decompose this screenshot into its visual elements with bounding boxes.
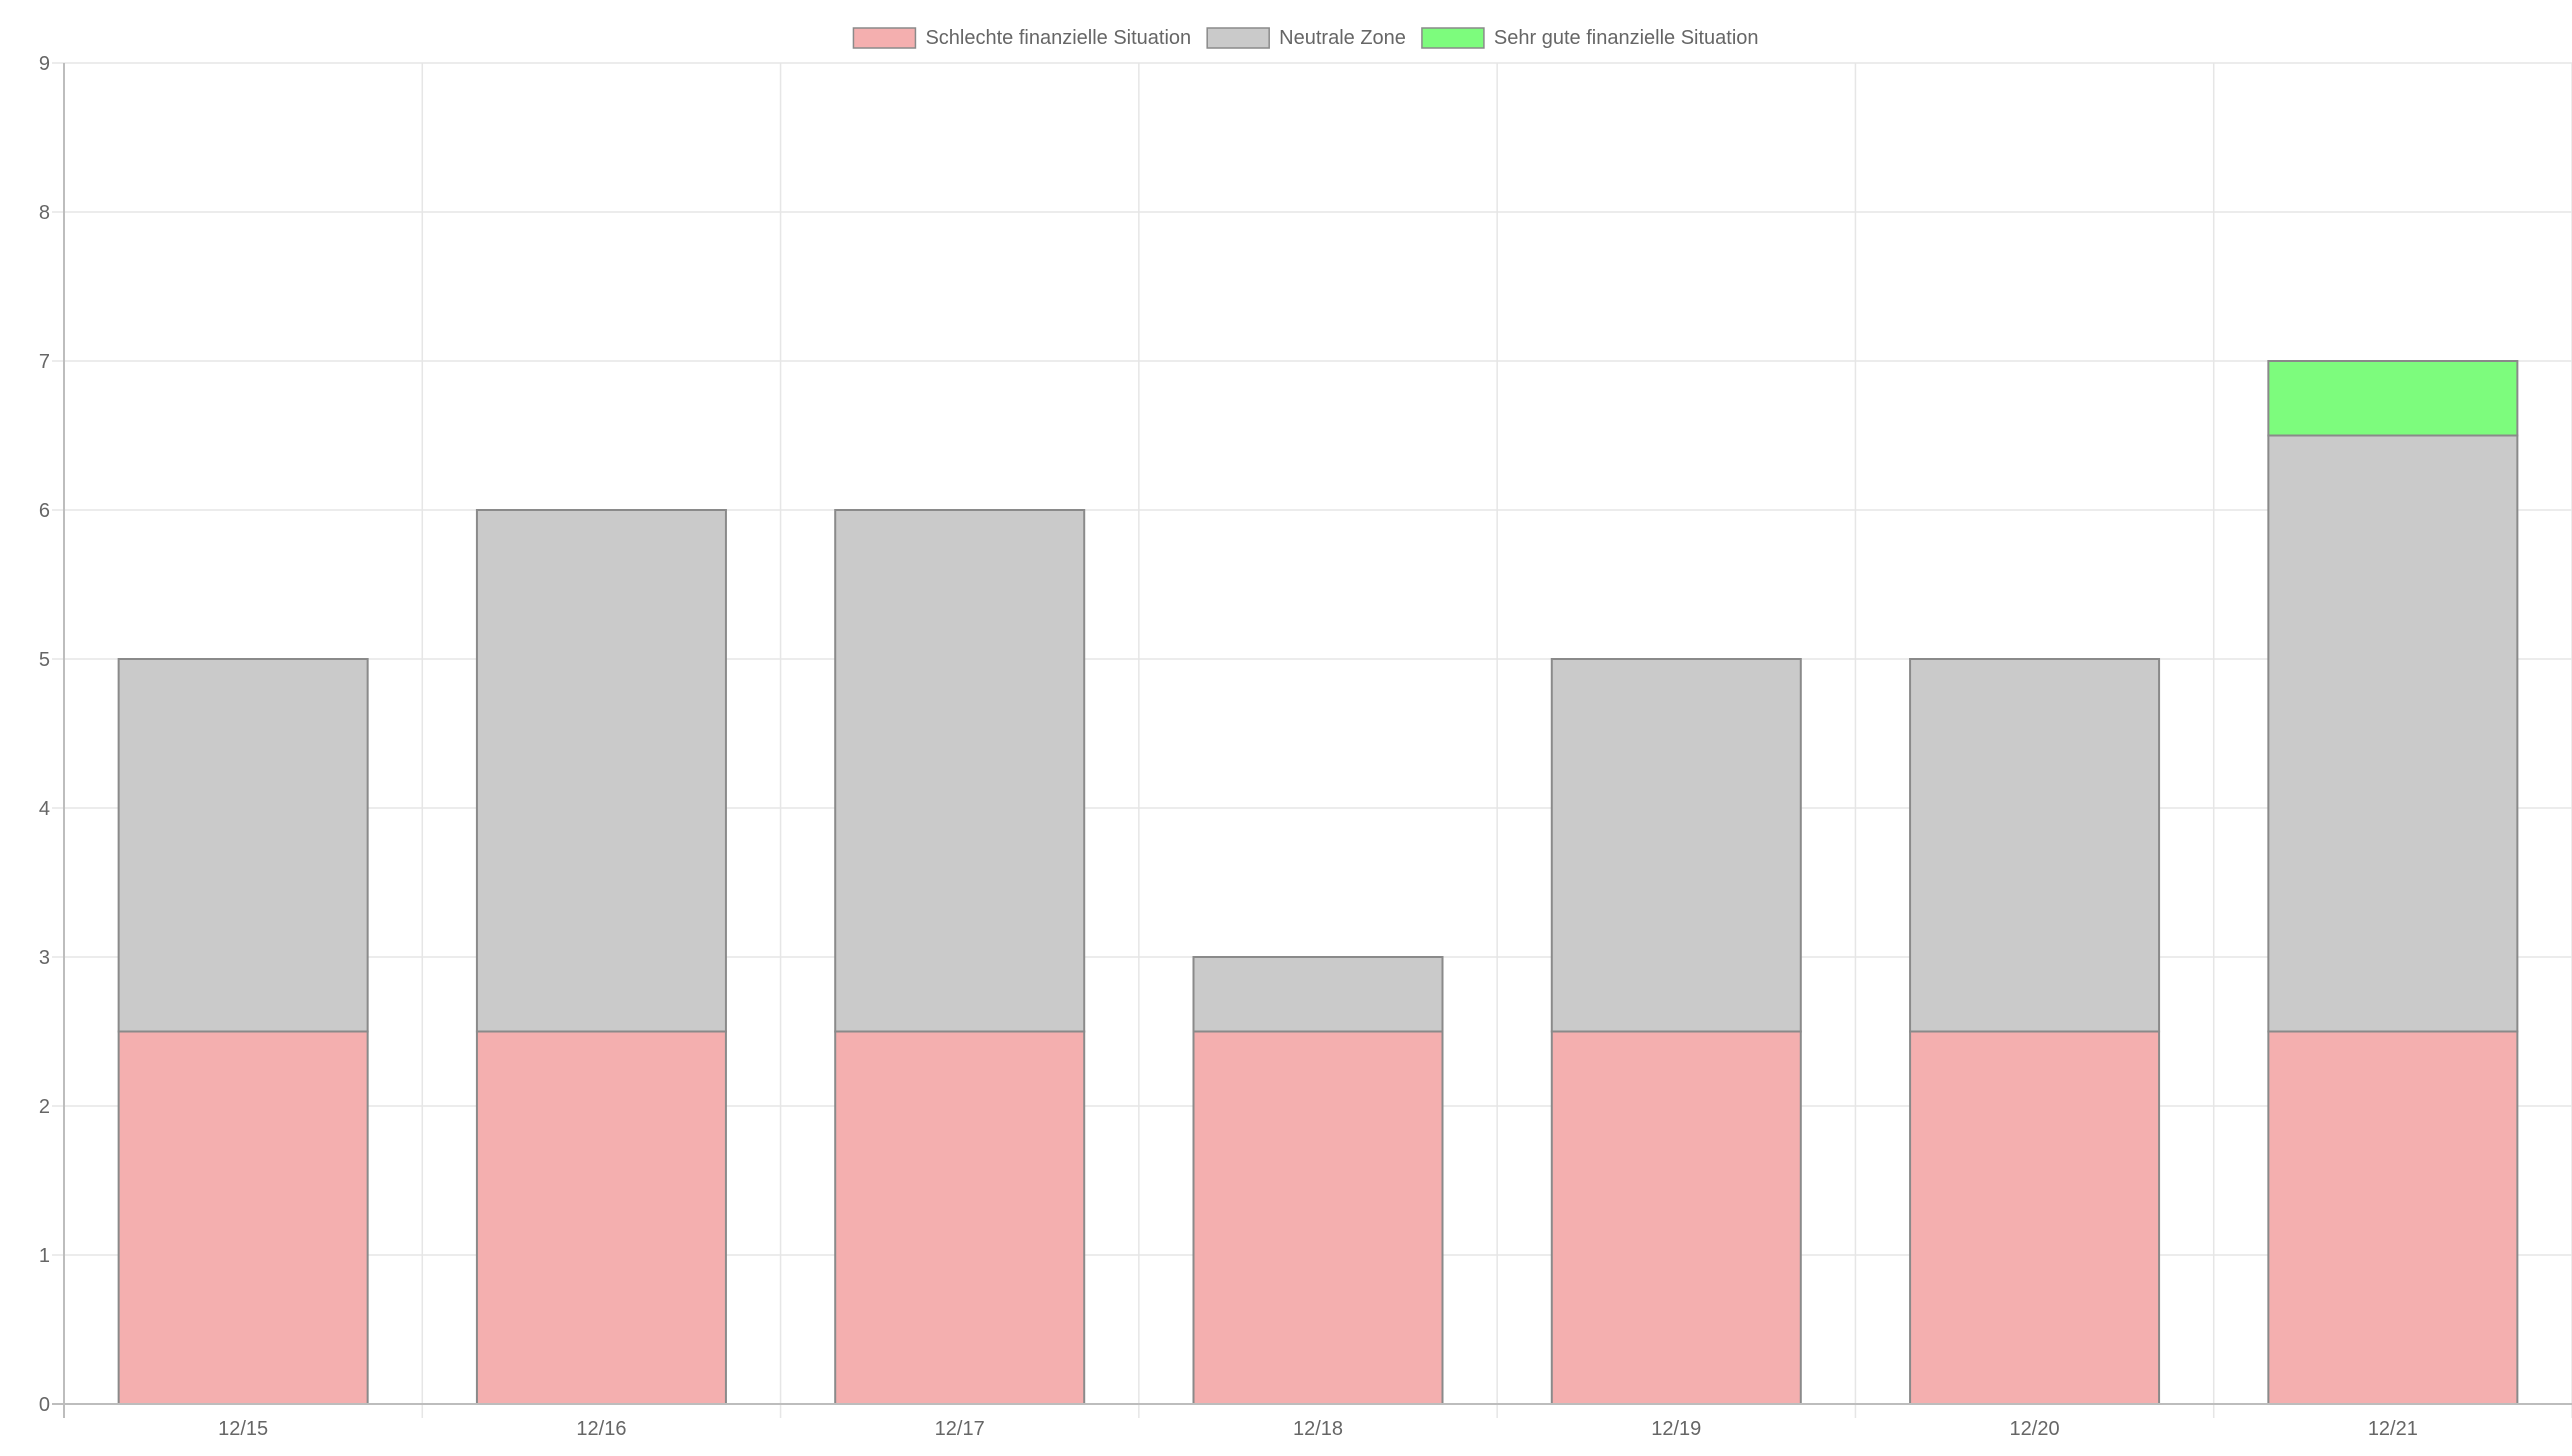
bar-12-19-series-2 [1550,658,1802,1033]
bar-12-15-series-2 [117,658,369,1033]
legend-swatch [1206,27,1270,49]
y-tick-label: 3 [39,947,50,969]
legend-label: Neutrale Zone [1279,27,1406,49]
x-tick-label: 12/20 [2010,1418,2060,1440]
x-axis-ticks: 12/15 12/16 12/17 12/18 12/19 12/20 12/21 [218,1418,2418,1440]
y-tick-label: 4 [39,798,50,820]
x-tick-label: 12/21 [2368,1418,2418,1440]
y-axis-ticks: 0 1 2 3 4 5 6 7 8 9 [39,53,50,1416]
x-tick-label: 12/17 [935,1418,985,1440]
y-tick-label: 6 [39,500,50,522]
y-tick-label: 5 [39,649,50,671]
chart-bars [117,360,2519,1405]
legend-swatch [852,27,917,49]
bar-12-19-series-1 [1550,1030,1802,1405]
bar-12-21-series-1 [2267,1030,2519,1405]
y-tick-label: 2 [39,1096,50,1118]
bar-12-20-series-2 [1909,658,2161,1033]
legend-label: Sehr gute finanzielle Situation [1494,27,1759,49]
bar-12-16-series-1 [475,1030,727,1405]
bar-12-21-series-2 [2267,434,2519,1033]
x-tick-label: 12/18 [1293,1418,1343,1440]
y-tick-label: 8 [39,202,50,224]
legend-swatch [1421,27,1485,49]
bar-12-17-series-1 [834,1030,1086,1405]
x-tick-label: 12/15 [218,1418,268,1440]
bar-12-15-series-1 [117,1030,369,1405]
bar-12-16-series-2 [475,509,727,1033]
bar-12-17-series-2 [834,509,1086,1033]
y-tick-label: 0 [39,1394,50,1416]
y-tick-label: 9 [39,53,50,75]
legend-label: Schlechte finanzielle Situation [925,27,1191,49]
y-tick-label: 1 [39,1245,50,1267]
bar-12-18-series-2 [1192,956,1444,1033]
bar-12-18-series-1 [1192,1030,1444,1405]
y-tick-label: 7 [39,351,50,373]
bar-12-20-series-1 [1909,1030,2161,1405]
chart-axes [52,63,2572,1418]
x-tick-label: 12/16 [576,1418,626,1440]
bar-12-21-series-3 [2267,360,2519,437]
x-tick-label: 12/19 [1651,1418,1701,1440]
chart-legend: Schlechte finanzielle Situation Neutrale … [852,27,1759,49]
